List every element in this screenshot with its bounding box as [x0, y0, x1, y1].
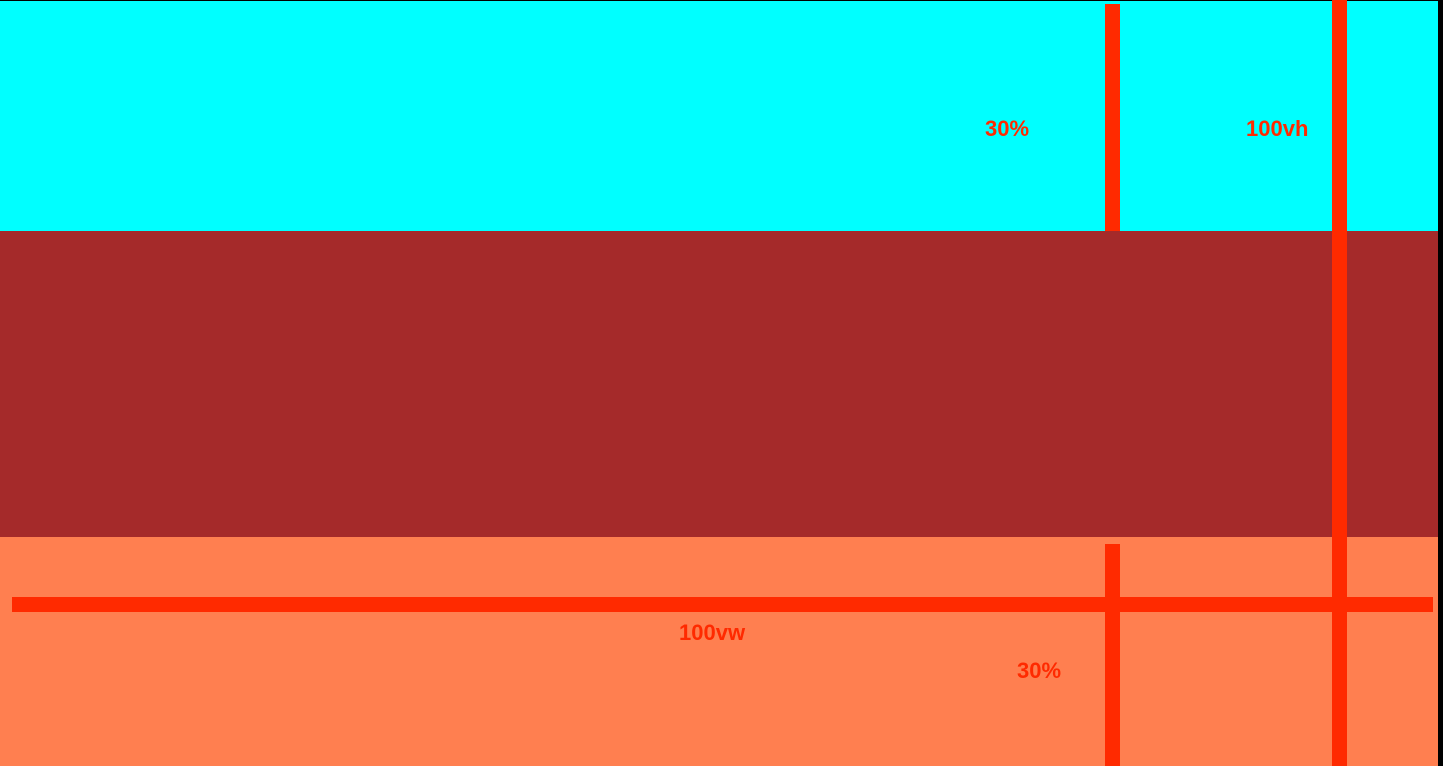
bottom-section-height-marker [1105, 544, 1120, 766]
top-section-height-label: 30% [985, 116, 1030, 141]
bottom-band [0, 537, 1438, 766]
viewport-width-label: 100vw [679, 620, 746, 645]
viewport-width-marker [12, 597, 1433, 612]
top-section-height-marker [1105, 4, 1120, 231]
middle-band [0, 231, 1438, 537]
bottom-section-height-label: 30% [1017, 658, 1062, 683]
viewport-height-marker [1332, 0, 1347, 766]
top-band [0, 1, 1438, 231]
viewport-height-label: 100vh [1246, 116, 1309, 141]
